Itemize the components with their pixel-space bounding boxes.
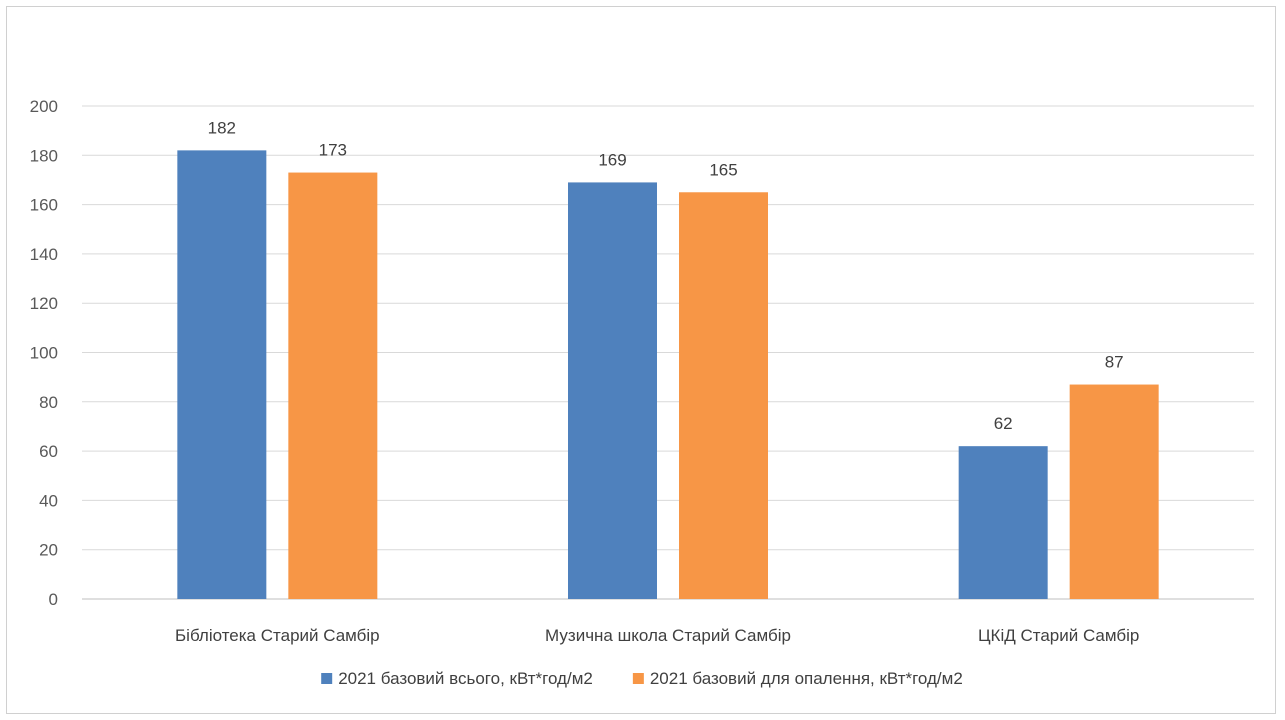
bar (958, 446, 1048, 599)
category-label: Музична школа Старий Самбір (545, 626, 791, 645)
y-tick-label: 0 (49, 590, 58, 609)
y-tick-label: 100 (30, 344, 58, 363)
category-label: ЦКіД Старий Самбір (978, 626, 1139, 645)
bars (177, 150, 1159, 600)
data-labels: 182 173 169 165 62 87 (208, 118, 1124, 433)
data-label: 173 (319, 141, 347, 160)
y-tick-label: 120 (30, 294, 58, 313)
chart-frame: 0 20 40 60 80 100 120 140 160 180 200 182 173 169 165… (6, 6, 1276, 714)
bar (568, 182, 657, 600)
bar (288, 172, 378, 599)
legend-swatch (321, 673, 333, 684)
legend: 2021 базовий всього, кВт*год/м2 2021 базо… (321, 669, 963, 688)
data-label: 87 (1105, 353, 1124, 372)
legend-item: 2021 базовий всього, кВт*год/м2 (321, 669, 593, 688)
y-tick-label: 40 (39, 491, 58, 510)
y-tick-label: 140 (30, 245, 58, 264)
category-labels: Бібліотека Старий Самбір Музична школа Ст… (175, 626, 1139, 645)
y-tick-label: 160 (30, 196, 58, 215)
legend-swatch (632, 673, 644, 684)
data-label: 62 (994, 414, 1013, 433)
category-label: Бібліотека Старий Самбір (175, 626, 380, 645)
y-tick-label: 20 (39, 541, 58, 560)
bar (177, 150, 267, 599)
y-tick-label: 180 (30, 146, 58, 165)
data-label: 182 (208, 118, 236, 137)
y-tick-label: 60 (39, 442, 58, 461)
y-axis-ticks: 0 20 40 60 80 100 120 140 160 180 200 (30, 97, 58, 609)
gridlines (82, 105, 1254, 600)
legend-item: 2021 базовий для опалення, кВт*год/м2 (632, 669, 963, 688)
data-label: 169 (598, 150, 626, 169)
legend-label: 2021 базовий всього, кВт*год/м2 (338, 669, 593, 688)
bar (679, 192, 768, 599)
y-tick-label: 200 (30, 97, 58, 116)
legend-label: 2021 базовий для опалення, кВт*год/м2 (650, 669, 963, 688)
data-label: 165 (709, 160, 737, 179)
bar-chart: 0 20 40 60 80 100 120 140 160 180 200 182 173 169 165… (30, 97, 1254, 688)
y-tick-label: 80 (39, 393, 58, 412)
bar (1069, 384, 1159, 599)
